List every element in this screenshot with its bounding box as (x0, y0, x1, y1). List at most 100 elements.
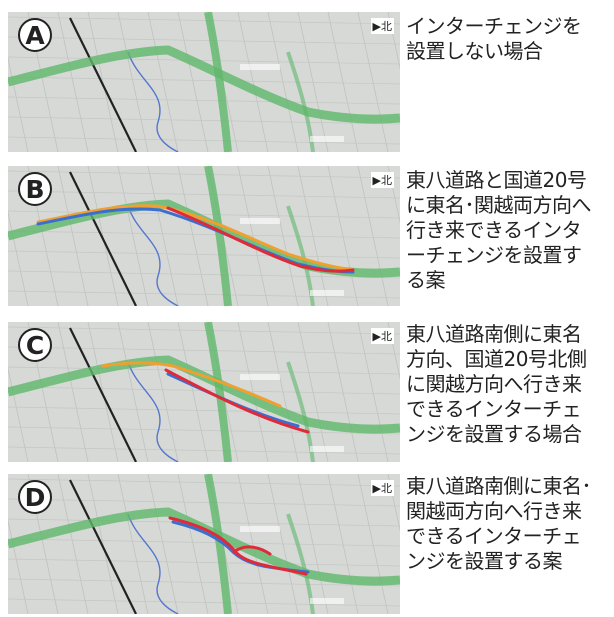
street-line (8, 136, 400, 145)
map-c: C ▶北 (8, 322, 400, 462)
street-line (57, 322, 89, 462)
map-label (240, 374, 280, 380)
street-line (387, 166, 400, 224)
street-line (8, 16, 400, 25)
street-line (117, 322, 149, 462)
map-label (310, 598, 344, 604)
street-line (8, 558, 400, 567)
street-line (8, 36, 400, 45)
street-line (8, 230, 400, 239)
street-line (357, 12, 389, 152)
railway-line (69, 171, 137, 306)
map-label (310, 446, 344, 452)
street-line (297, 166, 329, 306)
map-label (310, 290, 344, 296)
panel-description: 東八道路南側に東名･ 関越両方向へ行き来 できるインターチェ ンジを設置する案 (406, 474, 592, 573)
street-line (8, 426, 400, 435)
map-label (240, 64, 280, 70)
street-line (57, 166, 89, 306)
north-label: 北 (381, 174, 392, 187)
street-line (57, 474, 89, 614)
panel-description: 東八道路と国道20号 に東名･関越両方向へ 行き来できるインタ ーチェンジを設置… (406, 168, 592, 292)
north-arrow-icon: ▶北 (370, 172, 394, 188)
river (127, 513, 179, 614)
map-d: D ▶北 (8, 474, 400, 614)
map-label (240, 526, 280, 532)
railway-line (69, 327, 137, 462)
street-line (8, 478, 400, 487)
north-label: 北 (381, 20, 392, 33)
river (127, 51, 179, 152)
map-label (240, 218, 280, 224)
route-orange (36, 204, 355, 272)
street-line (237, 474, 269, 614)
panel-c: C ▶北 東八道路南側に東名 方向、国道20号北側 に関越方向へ行き来 できるイ… (0, 316, 614, 466)
street-line (8, 290, 400, 299)
street-line (8, 76, 400, 85)
panel-label: B (18, 172, 52, 206)
panel-label: D (18, 480, 52, 514)
street-line (387, 12, 400, 70)
street-line (147, 12, 179, 152)
map-graphic (8, 166, 400, 306)
street-line (8, 366, 400, 375)
map-graphic (8, 474, 400, 614)
map-graphic (8, 12, 400, 152)
route-red (164, 368, 310, 434)
street-line (117, 474, 149, 614)
map-label (310, 136, 344, 142)
street-line (147, 166, 179, 306)
panel-description: 東八道路南側に東名 方向、国道20号北側 に関越方向へ行き来 できるインターチェ… (406, 322, 587, 446)
street-line (147, 322, 179, 462)
street-line (327, 12, 359, 152)
street-line (8, 190, 400, 199)
street-line (8, 270, 400, 279)
north-arrow-icon: ▶北 (370, 328, 394, 344)
street-line (357, 474, 389, 614)
street-line (87, 474, 119, 614)
north-label: 北 (381, 482, 392, 495)
railway-line (69, 17, 137, 152)
route-orange (101, 361, 282, 408)
street-line (8, 116, 400, 125)
street-line (8, 56, 400, 65)
street-line (327, 166, 359, 306)
route-red (166, 206, 355, 273)
street-line (8, 346, 400, 355)
street-line (8, 170, 400, 179)
panel-description: インターチェンジを 設置しない場合 (406, 14, 582, 63)
street-line (117, 166, 149, 306)
street-line (57, 12, 89, 152)
street-line (237, 166, 269, 306)
street-line (357, 322, 389, 462)
river (127, 361, 179, 462)
street-line (297, 474, 329, 614)
street-line (8, 538, 400, 547)
street-line (177, 166, 209, 306)
street-line (8, 326, 400, 335)
street-line (117, 12, 149, 152)
street-line (8, 406, 400, 415)
north-label: 北 (381, 330, 392, 343)
street-line (8, 498, 400, 507)
street-line (147, 474, 179, 614)
street-line (177, 474, 209, 614)
street-line (327, 474, 359, 614)
panel-label: A (18, 18, 52, 52)
north-arrow-icon: ▶北 (370, 18, 394, 34)
street-line (8, 96, 400, 105)
expressway-north-south (204, 12, 232, 152)
street-line (87, 166, 119, 306)
map-b: B ▶北 (8, 166, 400, 306)
street-line (237, 322, 269, 462)
panel-d: D ▶北 東八道路南側に東名･ 関越両方向へ行き来 できるインターチェ ンジを設… (0, 470, 614, 617)
panel-a: A ▶北 インターチェンジを 設置しない場合 (0, 6, 614, 152)
north-arrow-icon: ▶北 (370, 480, 394, 496)
expressway-north-south (204, 322, 232, 462)
street-line (8, 210, 400, 219)
street-line (8, 518, 400, 527)
street-line (8, 250, 400, 259)
river (127, 205, 179, 306)
route-red (168, 516, 308, 576)
street-line (237, 12, 269, 152)
